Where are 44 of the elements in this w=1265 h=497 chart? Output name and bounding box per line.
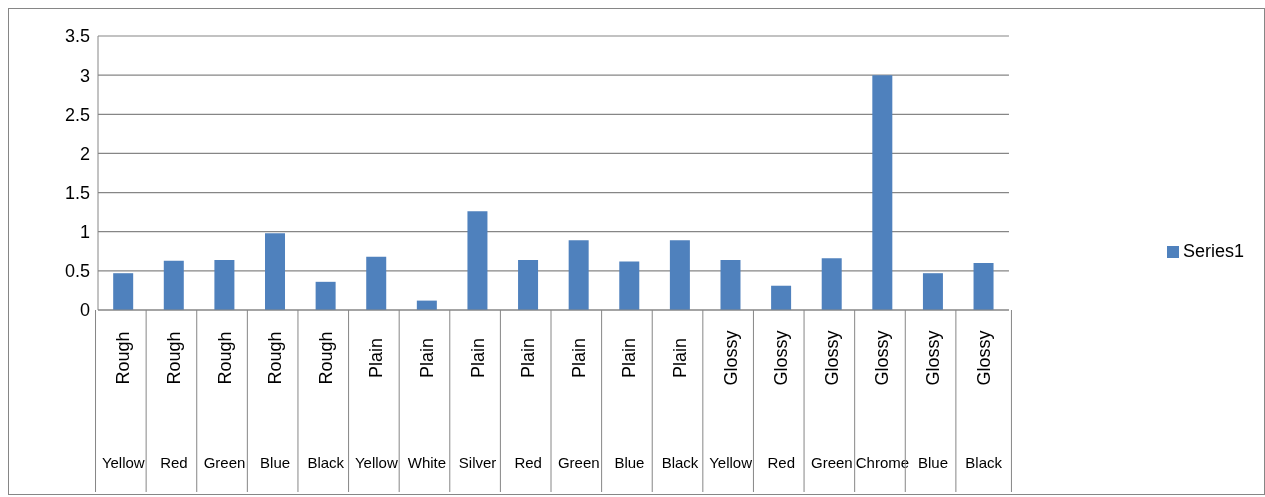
bar [872,75,893,310]
bar [771,285,792,310]
legend-label: Series1 [1182,241,1244,261]
category-label: Glossy Blue [918,330,949,471]
category-label: Rough Yellow [101,331,145,471]
y-tick-label: 1 [79,222,90,243]
category-label: Plain Green [557,337,600,471]
y-tick-label: 2 [79,143,90,164]
bar [467,211,488,310]
y-tick-label: 3.5 [64,26,90,47]
category-label: Plain Silver [458,337,497,471]
bar [973,263,994,310]
category-label: Rough Red [160,331,188,471]
bar [265,233,286,310]
category-label: Glossy Chrome [855,330,910,471]
category-label: Rough Black [307,331,345,471]
category-label: Plain Yellow [354,337,398,471]
bar [619,261,640,310]
category-label: Rough Blue [260,331,291,471]
category-label: Glossy Yellow [709,330,753,471]
y-tick-label: 0.5 [64,261,90,282]
y-tick-label: 0 [79,300,90,321]
y-tick-label: 2.5 [64,104,90,125]
category-label: Plain Red [514,337,542,471]
category-label: Glossy Red [767,330,795,471]
category-label: Plain Blue [614,337,645,471]
category-label: Rough Green [203,331,246,471]
bar [214,259,235,310]
bar [315,281,336,310]
bar [669,240,690,310]
bar [821,258,842,310]
bar [922,273,943,310]
bar [568,240,589,310]
category-label: Plain White [407,337,447,471]
y-tick-label: 3 [79,65,90,86]
bar [720,259,741,310]
category-label: Glossy Green [810,330,853,471]
bar [163,260,184,310]
category-label: Plain Black [661,337,699,471]
bar [518,259,539,310]
bar [113,273,134,310]
category-label: Glossy Black [965,330,1003,471]
y-tick-label: 1.5 [64,182,90,203]
bar [366,256,387,310]
